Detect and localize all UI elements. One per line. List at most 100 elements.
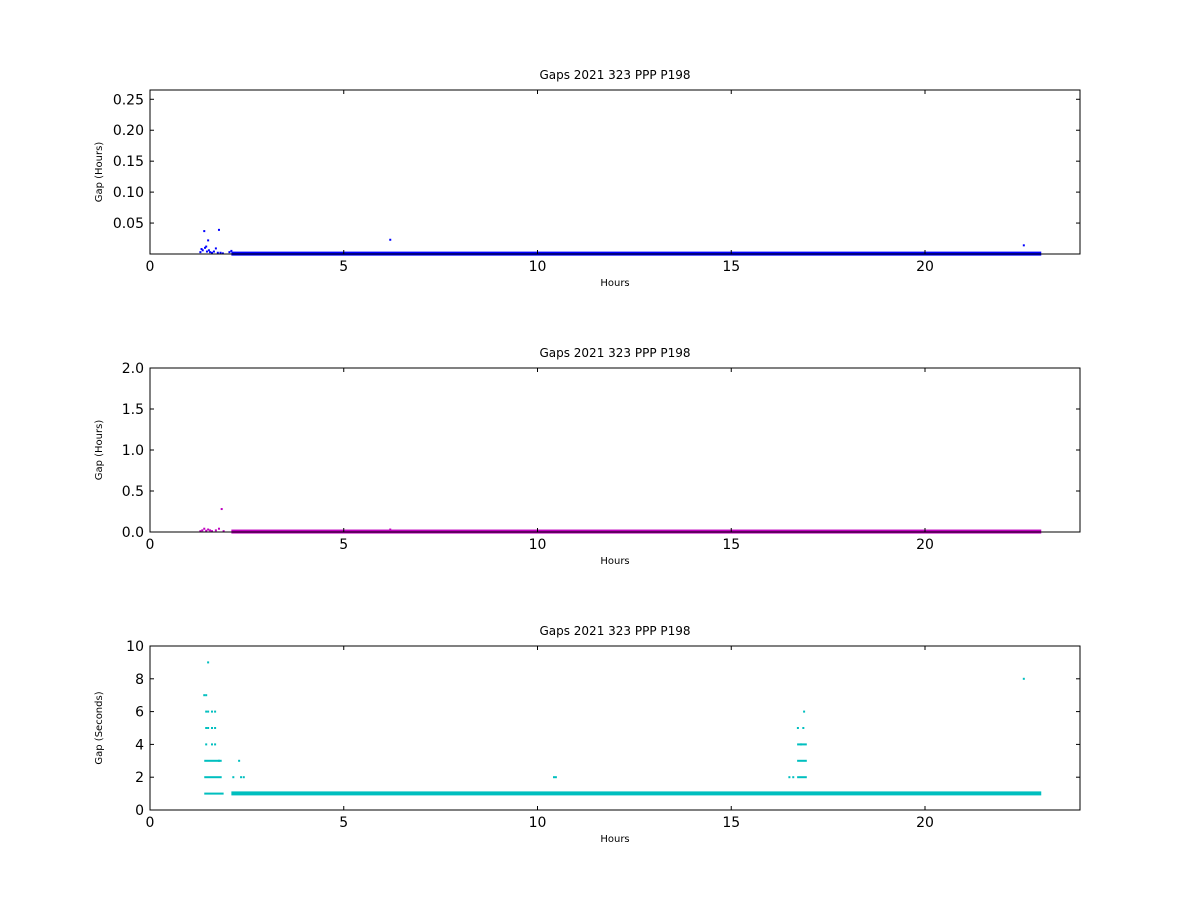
y-tick-label: 8 bbox=[135, 672, 144, 688]
data-point bbox=[207, 528, 210, 531]
data-point bbox=[1022, 677, 1025, 680]
data-point bbox=[199, 251, 202, 254]
x-tick-label: 0 bbox=[146, 259, 155, 275]
data-point bbox=[240, 776, 243, 779]
chart-title: Gaps 2021 323 PPP P198 bbox=[539, 624, 690, 638]
data-point bbox=[200, 248, 203, 251]
data-point bbox=[803, 710, 806, 713]
data-point bbox=[211, 743, 213, 746]
data-point bbox=[220, 508, 223, 511]
data-point bbox=[389, 238, 392, 241]
data-point bbox=[217, 527, 220, 530]
y-tick-label: 0.15 bbox=[113, 154, 144, 170]
data-point bbox=[207, 710, 210, 713]
data-point bbox=[203, 230, 206, 233]
data-point bbox=[211, 530, 213, 533]
y-tick-label: 0.0 bbox=[122, 525, 144, 541]
data-point bbox=[205, 727, 208, 729]
data-point bbox=[205, 694, 208, 697]
chart-title: Gaps 2021 323 PPP P198 bbox=[539, 68, 690, 82]
data-point bbox=[788, 776, 791, 779]
data-point bbox=[209, 251, 212, 254]
data-point bbox=[230, 249, 233, 252]
data-point bbox=[222, 530, 225, 533]
data-point bbox=[214, 743, 217, 746]
x-tick-label: 10 bbox=[529, 259, 547, 275]
data-point bbox=[211, 727, 213, 729]
data-point bbox=[207, 239, 210, 242]
y-tick-label: 2.0 bbox=[122, 361, 144, 377]
y-tick-label: 0.25 bbox=[113, 92, 144, 108]
y-tick-label: 0.5 bbox=[122, 484, 144, 500]
data-point bbox=[209, 529, 212, 532]
data-point bbox=[217, 228, 220, 231]
axes-frame bbox=[149, 89, 1081, 255]
data-point bbox=[203, 694, 206, 697]
y-tick-label: 10 bbox=[126, 639, 144, 655]
x-tick-label: 10 bbox=[529, 815, 547, 831]
subplot-1: Gaps 2021 323 PPP P198 Hours Gap (Hours) 0 5… bbox=[94, 68, 1081, 289]
x-tick-label: 0 bbox=[146, 815, 155, 831]
data-point bbox=[214, 247, 217, 250]
data-point bbox=[214, 529, 217, 532]
data-point bbox=[228, 251, 231, 254]
point-cluster bbox=[204, 792, 224, 795]
chart-title: Gaps 2021 323 PPP P198 bbox=[539, 346, 690, 360]
subplot-3: Gaps 2021 323 PPP P198 Hours Gap (Seconds)… bbox=[94, 624, 1081, 845]
x-tick-label: 5 bbox=[339, 537, 348, 553]
data-point bbox=[792, 776, 795, 779]
data-point bbox=[221, 252, 224, 255]
x-tick-label: 10 bbox=[529, 537, 547, 553]
x-axis-label: Hours bbox=[600, 278, 629, 289]
data-point bbox=[205, 529, 208, 532]
point-cluster bbox=[204, 759, 222, 762]
data-point bbox=[1022, 244, 1025, 247]
data-point bbox=[802, 727, 805, 729]
data-point bbox=[242, 776, 245, 779]
x-tick-label: 20 bbox=[916, 537, 934, 553]
data-point bbox=[207, 661, 210, 664]
data-point bbox=[207, 727, 210, 729]
point-cluster bbox=[204, 776, 222, 779]
data-point bbox=[217, 759, 220, 762]
x-tick-label: 20 bbox=[916, 815, 934, 831]
data-point bbox=[203, 527, 206, 530]
y-tick-label: 1.0 bbox=[122, 443, 144, 459]
point-cluster bbox=[797, 776, 807, 779]
point-cluster bbox=[553, 776, 557, 779]
y-axis-label: Gap (Hours) bbox=[94, 142, 105, 203]
y-tick-label: 0 bbox=[135, 803, 144, 819]
x-tick-label: 20 bbox=[916, 259, 934, 275]
data-point bbox=[238, 759, 241, 762]
x-tick-label: 15 bbox=[722, 259, 740, 275]
data-point bbox=[201, 249, 204, 252]
data-point bbox=[199, 530, 202, 533]
data-point bbox=[205, 710, 208, 713]
x-tick-label: 5 bbox=[339, 815, 348, 831]
baseline-points bbox=[231, 791, 1042, 796]
data-point bbox=[205, 743, 208, 746]
data-point bbox=[216, 251, 219, 254]
data-point bbox=[204, 246, 207, 249]
data-series bbox=[203, 661, 1042, 796]
y-tick-label: 6 bbox=[135, 705, 144, 721]
data-point bbox=[800, 743, 802, 746]
data-point bbox=[212, 250, 215, 253]
axes-frame bbox=[149, 645, 1081, 811]
x-tick-label: 0 bbox=[146, 537, 155, 553]
subplot-2: Gaps 2021 323 PPP P198 Hours Gap (Hours) 0 5… bbox=[94, 346, 1081, 567]
data-point bbox=[232, 776, 235, 779]
data-point bbox=[201, 529, 204, 532]
y-tick-label: 0.20 bbox=[113, 123, 144, 139]
x-tick-label: 15 bbox=[722, 815, 740, 831]
data-point bbox=[211, 710, 213, 713]
x-tick-label: 15 bbox=[722, 537, 740, 553]
y-axis-label: Gap (Hours) bbox=[94, 420, 105, 481]
y-tick-label: 1.5 bbox=[122, 402, 144, 418]
data-point bbox=[796, 727, 799, 729]
y-axis-label: Gap (Seconds) bbox=[94, 691, 105, 764]
data-point bbox=[214, 710, 217, 713]
data-point bbox=[389, 528, 392, 531]
point-cluster bbox=[797, 759, 807, 762]
